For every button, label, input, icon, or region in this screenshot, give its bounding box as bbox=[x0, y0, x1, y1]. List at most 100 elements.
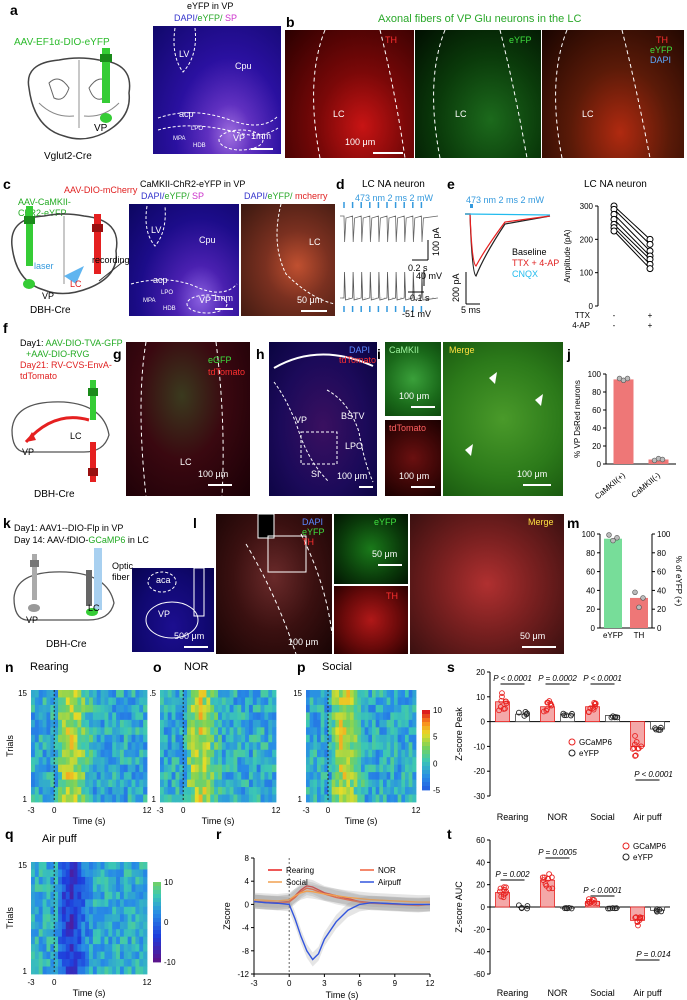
q-heat-cell bbox=[119, 862, 125, 870]
o-heat-cell bbox=[252, 719, 258, 728]
q-heat-cell bbox=[139, 959, 144, 967]
o-heat-cell bbox=[198, 727, 203, 736]
q-heat-cell bbox=[85, 891, 90, 900]
p-heat-cell bbox=[313, 697, 318, 706]
o-heat-cell bbox=[167, 690, 172, 698]
q-heat-cell bbox=[58, 862, 63, 870]
n-heat-cell bbox=[112, 690, 117, 698]
o-heat-cell bbox=[260, 690, 265, 698]
o-heat-cell bbox=[256, 719, 261, 728]
o-heat-cell bbox=[190, 727, 196, 736]
o-heat-cell bbox=[206, 727, 211, 736]
p-heat-cell bbox=[342, 749, 347, 758]
p-heat-cell bbox=[324, 704, 329, 713]
p-heat-cell bbox=[317, 719, 322, 728]
o-heat-cell bbox=[221, 697, 227, 706]
o-heat-cell bbox=[264, 697, 269, 706]
q-heat-cell bbox=[108, 944, 113, 952]
n-heat-cell bbox=[143, 794, 148, 803]
o-heat-cell bbox=[233, 712, 238, 721]
p-heat-cell bbox=[309, 734, 314, 743]
p-heat-cell bbox=[313, 734, 318, 743]
q-heat-cell bbox=[119, 959, 125, 967]
q-heat-cell bbox=[81, 899, 86, 908]
p-heat-cell bbox=[364, 697, 369, 706]
e-title: LC NA neuron bbox=[584, 179, 647, 190]
n-heat-cell bbox=[100, 734, 105, 743]
p-heat-cell bbox=[390, 779, 395, 788]
p-heat-cell bbox=[346, 719, 351, 728]
c-scale2: 50 μm bbox=[297, 295, 323, 305]
p-heat-cell bbox=[361, 779, 366, 788]
n-heat-cell bbox=[42, 712, 47, 721]
q-heat-cell bbox=[100, 914, 105, 923]
p-heat-cell bbox=[364, 727, 369, 736]
p-colorbar-cell bbox=[422, 738, 430, 743]
q-heat-cell bbox=[116, 884, 121, 893]
o-heat-cell bbox=[218, 794, 223, 803]
q-heat-cell bbox=[46, 862, 51, 870]
o-heat-cell bbox=[194, 690, 200, 698]
p-heat-cell bbox=[408, 719, 413, 728]
q-heat-cell bbox=[61, 891, 67, 900]
q-heat-cell bbox=[104, 914, 109, 923]
h-tdtomato: tdTomato bbox=[339, 355, 377, 365]
n-heat-cell bbox=[131, 749, 136, 758]
o-heat-cell bbox=[179, 757, 184, 766]
n-heat-cell bbox=[31, 719, 36, 728]
n-heat-cell bbox=[127, 779, 132, 788]
p-heat-cell bbox=[328, 734, 333, 743]
n-heat-cell bbox=[135, 712, 140, 721]
o-heat-cell bbox=[202, 779, 207, 788]
n-heat-cell bbox=[50, 749, 55, 758]
q-heat-cell bbox=[131, 899, 136, 908]
n-heat-cell bbox=[112, 712, 117, 721]
p-heat-cell bbox=[350, 764, 355, 773]
o-heat-cell bbox=[214, 734, 219, 743]
p-heat-cell bbox=[375, 704, 380, 713]
n-heat-cell bbox=[42, 787, 47, 795]
o-heat-cell bbox=[194, 734, 200, 743]
o-heat-cell bbox=[218, 704, 223, 713]
p-heat-cell bbox=[350, 757, 355, 766]
p-heat-cell bbox=[364, 794, 369, 803]
o-heat-cell bbox=[202, 704, 207, 713]
p-heat-cell bbox=[309, 749, 314, 758]
n-heat-cell bbox=[65, 697, 71, 706]
n-heat-cell bbox=[96, 734, 101, 743]
p-heat-cell bbox=[375, 794, 380, 803]
q-heat-cell bbox=[31, 929, 36, 938]
q-heat-cell bbox=[96, 884, 101, 893]
p-heat-cell bbox=[331, 794, 336, 803]
n-heat-cell bbox=[96, 772, 101, 780]
n-heat-cell bbox=[131, 779, 136, 788]
o-heat-cell bbox=[233, 742, 238, 751]
q-colorbar-cell bbox=[153, 950, 161, 955]
s-point bbox=[569, 710, 575, 717]
q-heat-cell bbox=[100, 944, 105, 952]
n-heat-cell bbox=[69, 690, 74, 698]
n-heat-cell bbox=[77, 749, 82, 758]
n-heat-cell bbox=[61, 727, 67, 736]
n-heat-cell bbox=[139, 757, 144, 766]
g-micrograph: eGFP tdTomato LC 100 μm bbox=[126, 342, 250, 496]
n-heat-cell bbox=[85, 787, 90, 795]
q-heat-cell bbox=[42, 929, 47, 938]
q-heat-cell bbox=[127, 891, 132, 900]
f-mouse: DBH-Cre bbox=[34, 489, 75, 500]
n-heat-cell bbox=[127, 697, 132, 706]
q-heat-cell bbox=[65, 929, 71, 938]
o-heat-cell bbox=[260, 719, 265, 728]
p-heat-cell bbox=[397, 779, 402, 788]
o-heat-cell bbox=[260, 794, 265, 803]
o-heat-cell bbox=[248, 704, 254, 713]
n-heat-cell bbox=[108, 690, 113, 698]
o-heat-cell bbox=[183, 690, 188, 698]
o-heat-cell bbox=[225, 704, 230, 713]
o-heat-cell bbox=[260, 764, 265, 773]
n-heat-cell bbox=[119, 772, 125, 780]
p-heat-cell bbox=[353, 704, 358, 713]
p-heat-cell bbox=[350, 704, 355, 713]
q-heat-cell bbox=[54, 862, 59, 870]
n-heat-cell bbox=[54, 742, 59, 751]
